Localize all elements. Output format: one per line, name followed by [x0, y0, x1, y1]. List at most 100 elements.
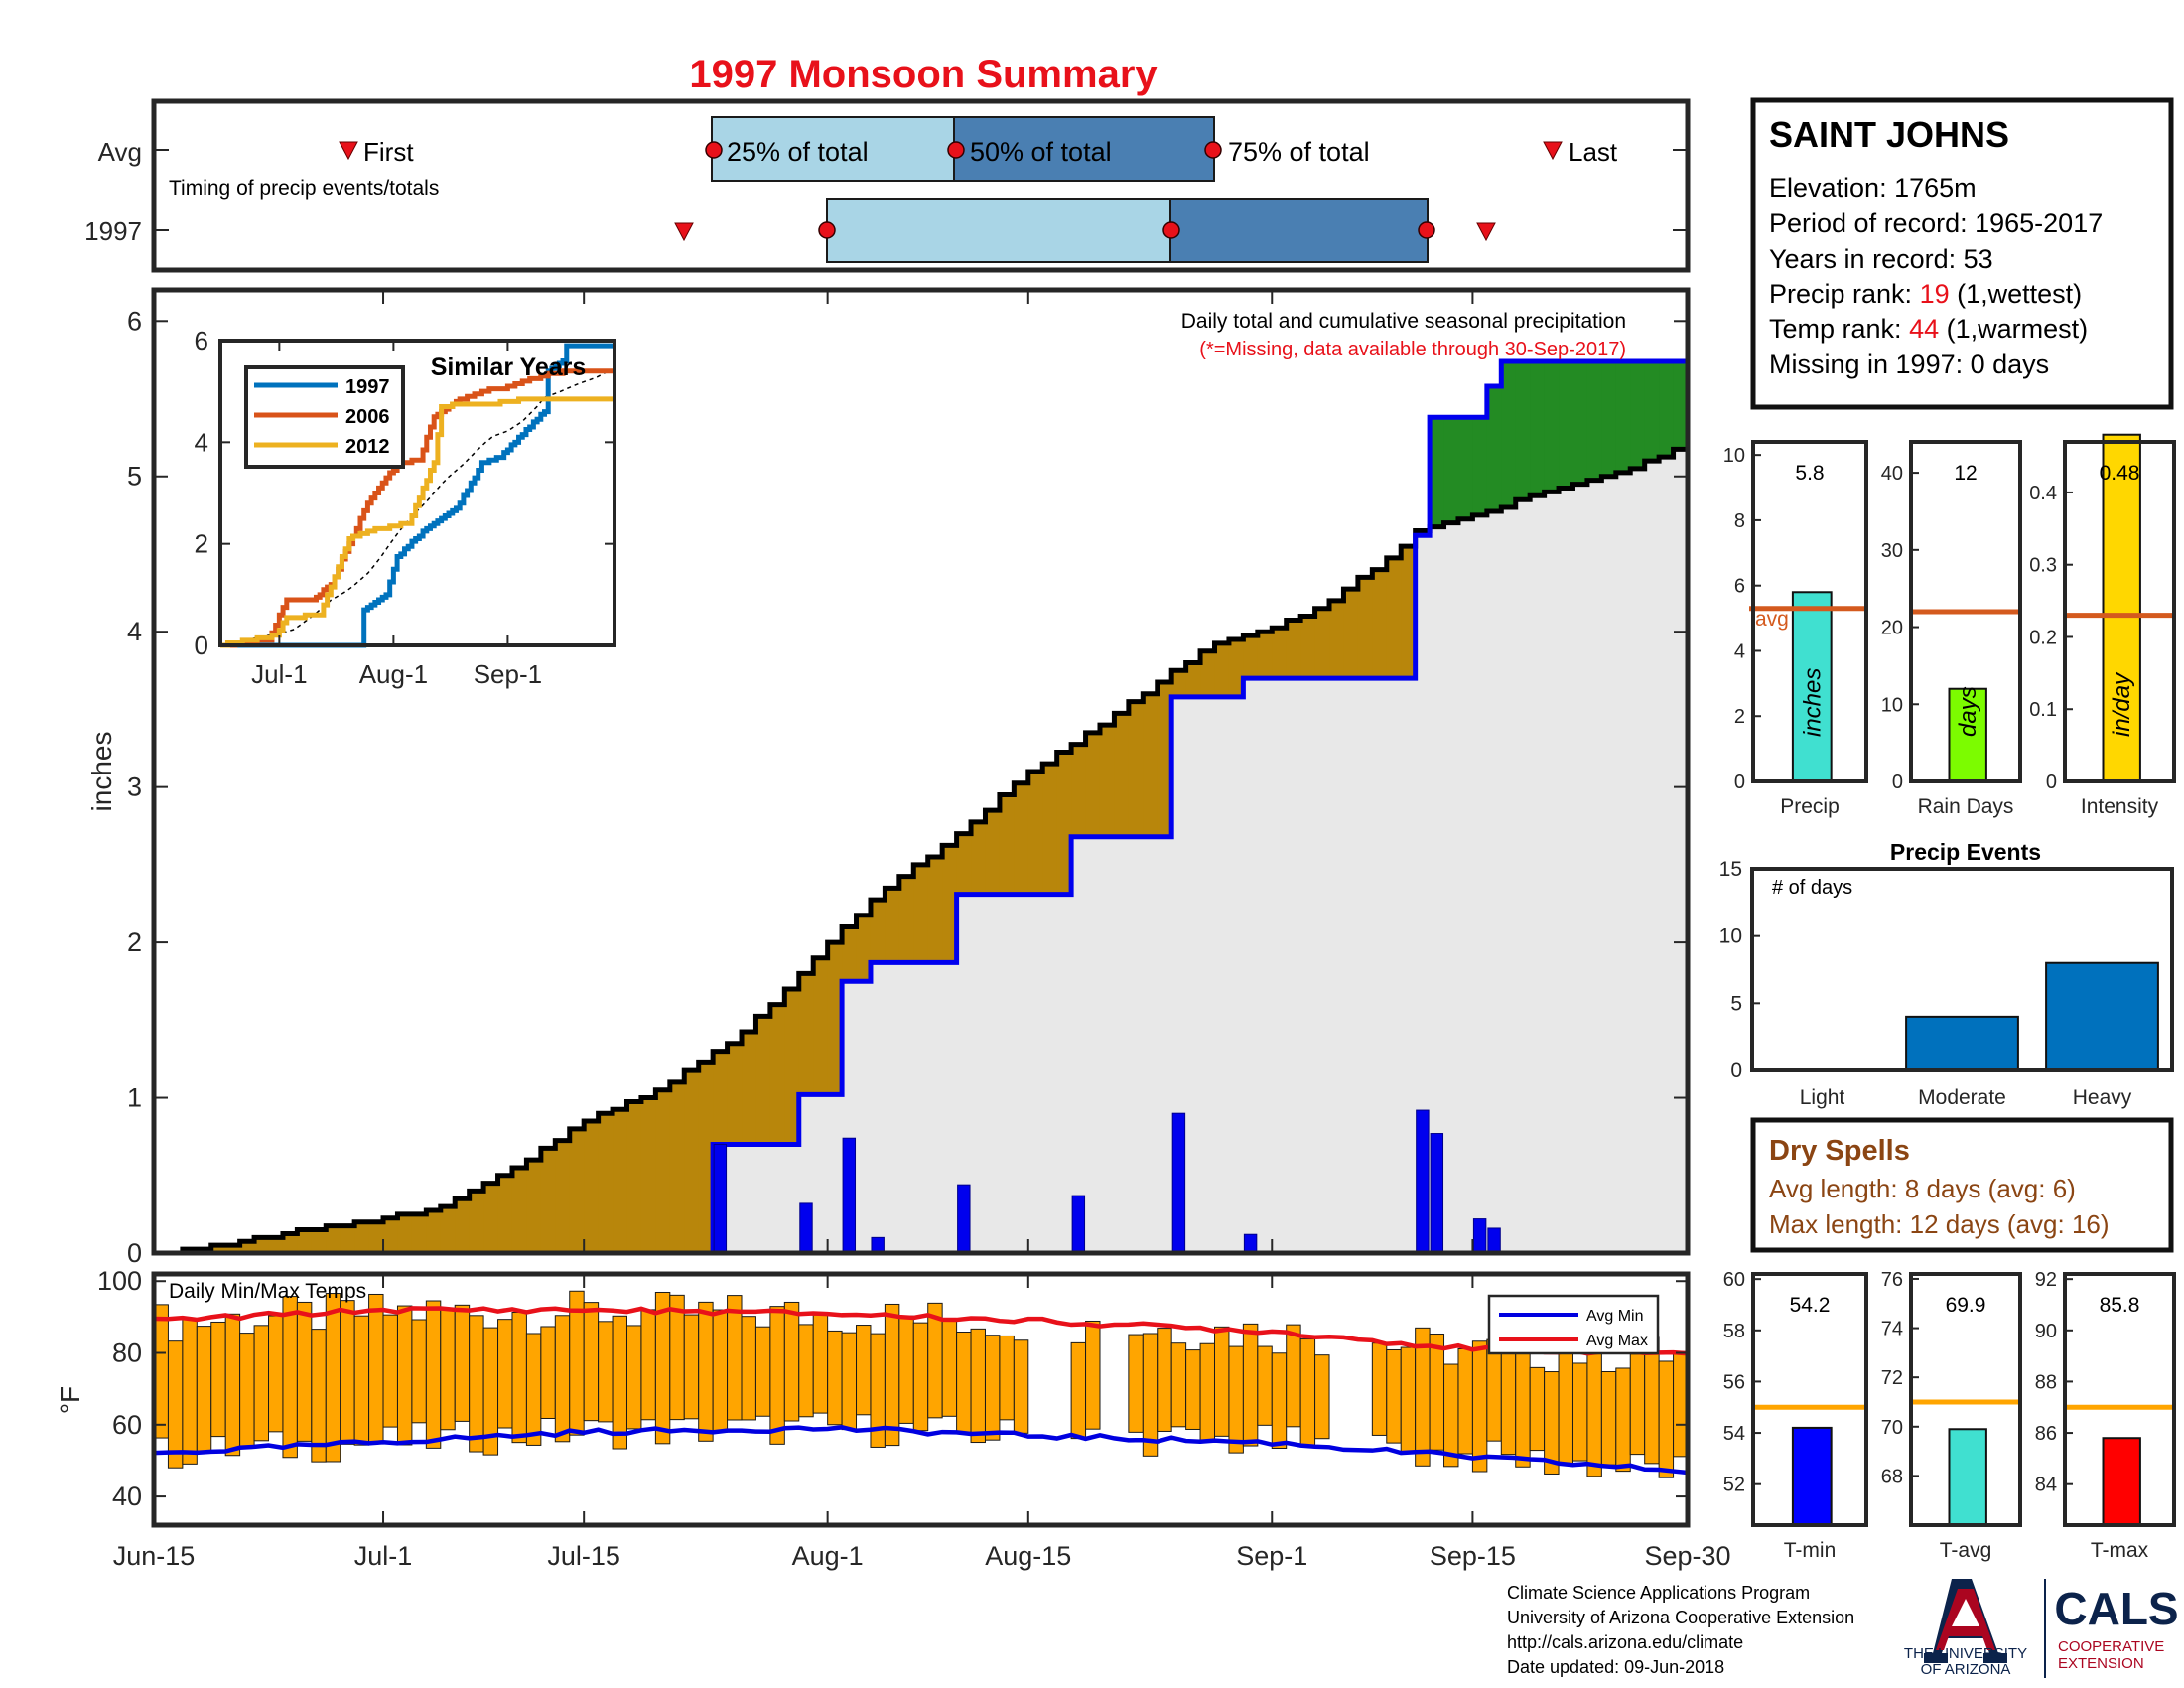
daily-temp-bar	[1386, 1348, 1402, 1444]
tmin-panel-tick-label: 58	[1723, 1321, 1745, 1342]
deficit-fill	[1357, 577, 1373, 679]
deficit-fill	[655, 1089, 671, 1253]
deficit-fill	[1114, 713, 1130, 837]
event-bar-heavy	[2045, 961, 2159, 1072]
q25-label: 25% of total	[727, 137, 869, 167]
daily-temp-bar	[1529, 1366, 1546, 1452]
daily-precip-bar	[799, 1202, 813, 1254]
precip-panel-tick-label: 0	[1734, 772, 1745, 793]
footer-text: Climate Science Applications Program Uni…	[1507, 1583, 1854, 1677]
inset-x-tick-label: Aug-1	[359, 659, 428, 689]
last-marker-1997	[1476, 222, 1496, 242]
temp-plot-frame	[151, 1271, 1691, 1528]
cumulative-base-fill	[1243, 678, 1259, 1253]
deficit-fill	[340, 1225, 355, 1253]
tmin-panel-frame	[1751, 1272, 1868, 1527]
cumulative-base-fill	[1014, 894, 1029, 1253]
intensity-panel-tick-label: 0	[2046, 772, 2057, 793]
intensity-panel-frame	[2063, 440, 2176, 783]
deficit-fill	[397, 1213, 413, 1253]
deficit-fill	[1343, 589, 1359, 679]
daily-temp-bar	[1400, 1346, 1417, 1455]
deficit-fill	[1286, 620, 1301, 679]
cumulative-base-fill	[1443, 522, 1459, 1253]
tavg-panel-value: 69.9	[1946, 1294, 1986, 1317]
deficit-fill	[727, 1043, 743, 1145]
cumulative-base-fill	[1530, 495, 1546, 1253]
cumulative-base-fill	[898, 962, 914, 1253]
station-temp-rank: Temp rank: 44 (1,warmest)	[1769, 314, 2088, 344]
rain-days-panel-value: 12	[1954, 462, 1977, 485]
intensity-panel-tick-label: 0.2	[2029, 627, 2057, 648]
daily-temp-bar	[884, 1303, 900, 1447]
daily-temp-bar	[1228, 1345, 1244, 1454]
deficit-fill	[640, 1097, 656, 1253]
cumulative-base-fill	[1644, 461, 1660, 1253]
cals-coop-line2: EXTENSION	[2058, 1655, 2144, 1672]
intensity-panel-bar	[2102, 433, 2141, 782]
station-precip-rank: Precip rank: 19 (1,wettest)	[1769, 279, 2082, 309]
temp-plot: 40 60 80 100 °F Daily Min/Max Temps Avg Min…	[55, 1266, 1691, 1528]
daily-temp-bar	[1214, 1326, 1230, 1437]
event-bar-moderate	[1905, 1015, 2019, 1071]
main-ylabel: inches	[86, 732, 117, 812]
surplus-fill	[1430, 417, 1445, 527]
inset-legend-label: 2012	[345, 436, 390, 458]
deficit-fill	[440, 1206, 456, 1253]
cumulative-base-fill	[1314, 678, 1330, 1253]
deficit-fill	[1185, 662, 1201, 697]
daily-temp-bar	[196, 1326, 212, 1453]
deficit-fill	[411, 1213, 427, 1253]
daily-temp-bar	[440, 1309, 456, 1431]
cumulative-base-fill	[1027, 894, 1043, 1253]
cumulative-base-fill	[1415, 535, 1431, 1253]
daily-temp-bar	[1170, 1342, 1187, 1428]
daily-temp-bar	[511, 1312, 527, 1444]
cumulative-base-fill	[727, 1144, 743, 1253]
cumulative-base-fill	[1501, 507, 1517, 1254]
last-marker-avg	[1543, 141, 1563, 161]
deficit-fill	[282, 1233, 298, 1253]
cumulative-base-fill	[784, 1144, 800, 1253]
daily-temp-bar	[469, 1315, 484, 1453]
deficit-fill	[1257, 632, 1273, 679]
surplus-fill	[1615, 360, 1631, 473]
daily-temp-bar	[1128, 1334, 1144, 1433]
cumulative-base-fill	[971, 894, 987, 1253]
daily-temp-bar	[1586, 1334, 1602, 1477]
daily-temp-bar	[598, 1321, 614, 1423]
cumulative-base-fill	[1430, 526, 1445, 1253]
daily-temp-bar	[769, 1306, 785, 1445]
precip-panel-bar	[1791, 591, 1833, 782]
daily-temp-bar	[856, 1325, 872, 1416]
inset-legend: 1997 2006 2012	[244, 365, 405, 469]
daily-temp-bar	[898, 1315, 914, 1424]
cumulative-base-fill	[1472, 514, 1488, 1253]
tavg-panel-bar	[1948, 1428, 1987, 1526]
cumulative-base-fill	[999, 894, 1015, 1253]
timing-q50-q75-1997	[1169, 198, 1429, 263]
deficit-fill	[956, 833, 972, 895]
deficit-fill	[713, 1051, 729, 1145]
main-precip-plot: 0 1 2 3 4 5 6 inches Daily total and cumulativ…	[86, 287, 1691, 1268]
timing-panel: Avg 1997 Timing of precip events/totals …	[84, 98, 1691, 273]
deficit-fill	[1372, 569, 1388, 679]
daily-temp-bar	[525, 1333, 542, 1446]
station-elevation: Elevation: 1765m	[1769, 173, 1977, 203]
temp-y-tick-label: 40	[112, 1481, 142, 1511]
temp-y-tick-label: 60	[112, 1410, 142, 1440]
surplus-fill	[1559, 360, 1574, 489]
dry-spells-box: Dry Spells Avg length: 8 days (avg: 6) M…	[1750, 1117, 2174, 1253]
cumulative-base-fill	[1185, 696, 1201, 1253]
surplus-fill	[1515, 360, 1531, 500]
timing-q25-q50-1997	[826, 198, 1171, 263]
timing-q50-q75-avg	[953, 116, 1215, 182]
footer-line: Climate Science Applications Program	[1507, 1583, 1810, 1603]
daily-temp-bar	[583, 1302, 600, 1422]
tmin-panel: 52 54 56 58 60 54.2 T-min	[1723, 1269, 1868, 1562]
daily-temp-bar	[841, 1332, 858, 1431]
timing-row-label-1997: 1997	[84, 216, 142, 246]
tmin-panel-label: T-min	[1784, 1539, 1837, 1562]
precip-panel: 0 2 4 6 8 10 5.8 Precip inches	[1723, 440, 1868, 818]
